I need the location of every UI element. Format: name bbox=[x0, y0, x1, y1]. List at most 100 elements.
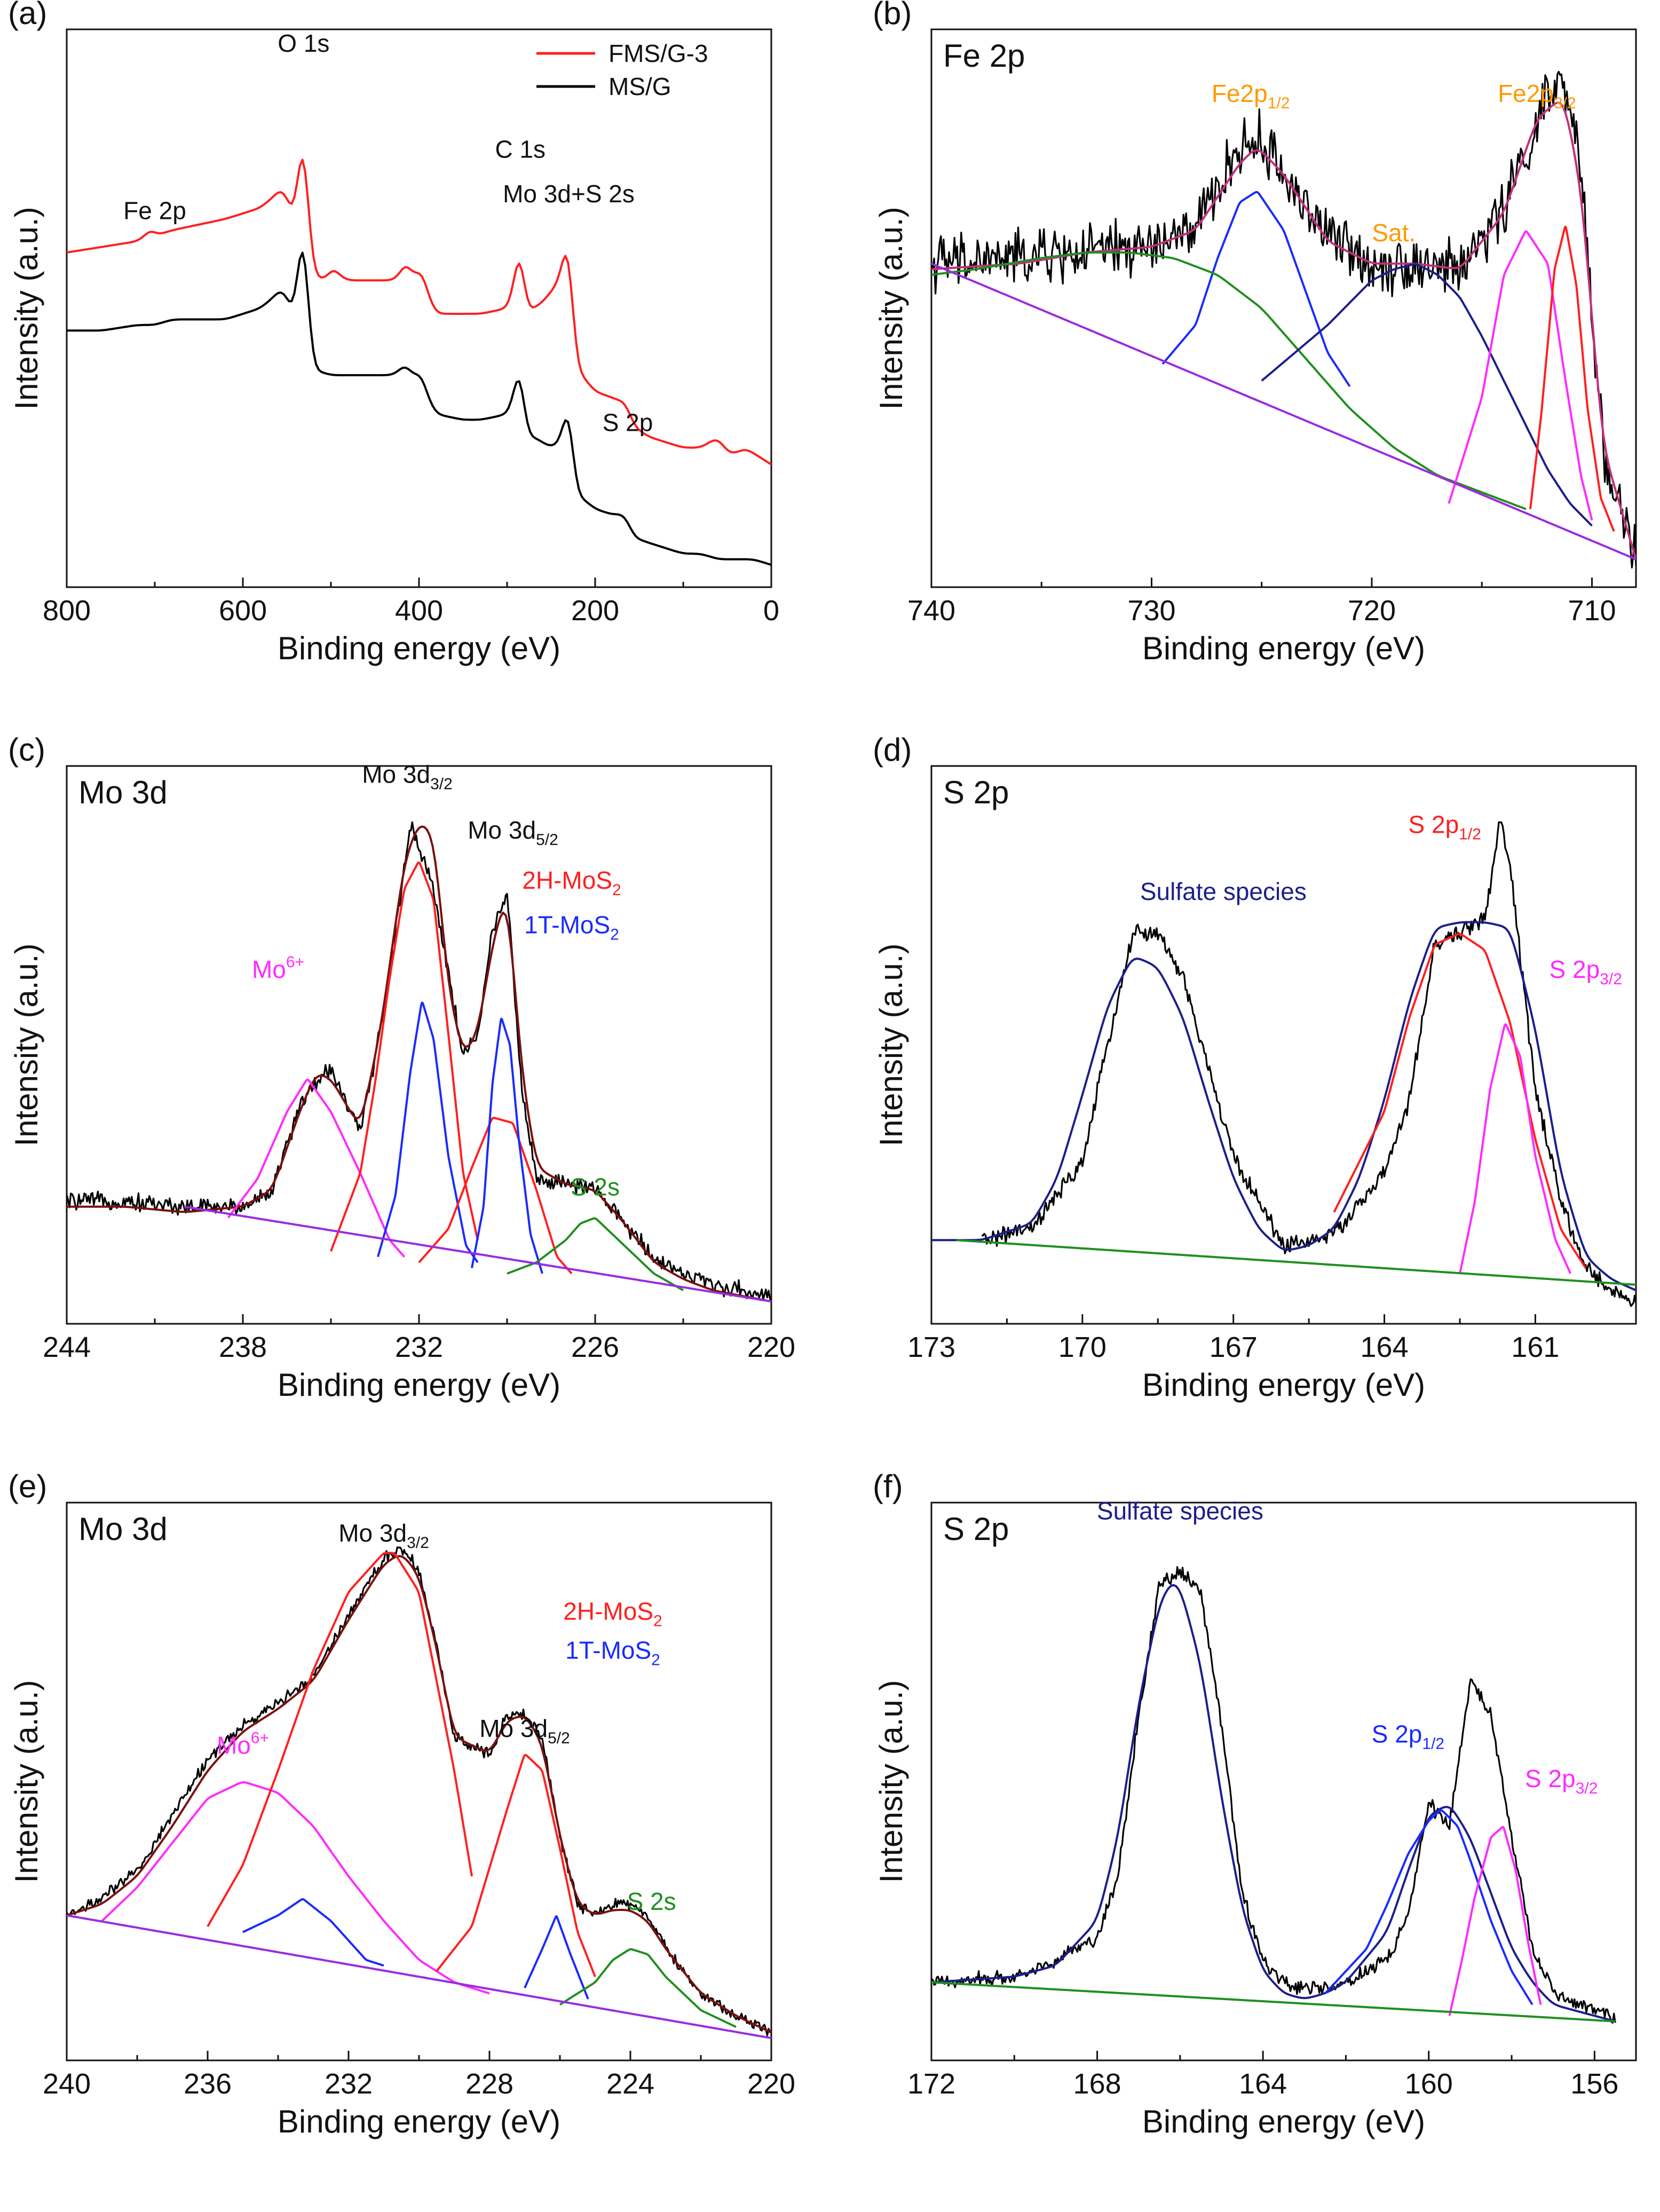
annotation-0: Sulfate species bbox=[1140, 878, 1307, 905]
series-s-2p1-2 bbox=[1324, 1809, 1533, 2005]
panel-title: S 2p bbox=[943, 1511, 1009, 1547]
annotation-2-sub: 2 bbox=[653, 1612, 662, 1630]
annotation-3-sub: 2 bbox=[610, 926, 619, 944]
panels-container: 800 600 400 200 0 Binding energy (eV) Intensit… bbox=[8, 0, 1637, 2139]
series-mo6 bbox=[227, 1078, 405, 1258]
plot-area bbox=[67, 821, 771, 1303]
annotation-3: 1T-MoS2 bbox=[565, 1637, 660, 1669]
series-s-2s bbox=[507, 1217, 684, 1292]
series-1t-mos2-3d5-2 bbox=[471, 1017, 543, 1274]
series-mo6 bbox=[101, 1781, 490, 1995]
plot-area bbox=[931, 821, 1636, 1307]
x-tick-label: 0 bbox=[763, 595, 779, 627]
series-envelope bbox=[67, 1555, 771, 2034]
x-tick-label: 220 bbox=[747, 2068, 795, 2100]
annotation-0-sub: 3/2 bbox=[407, 1534, 429, 1552]
series-s-2p3-2 bbox=[1448, 1826, 1542, 2016]
x-tick-label: 164 bbox=[1239, 2068, 1287, 2100]
annotation-1-sub: 3/2 bbox=[1554, 94, 1576, 112]
legend-entry: FMS/G-3 bbox=[608, 40, 708, 67]
y-axis-label: Intensity (a.u.) bbox=[873, 207, 909, 409]
panel-tag: (e) bbox=[8, 1468, 47, 1504]
series-2h-mos2-3d3-2 bbox=[207, 1552, 473, 1927]
x-tick-label: 730 bbox=[1127, 595, 1175, 627]
annotation-4: S 2p bbox=[603, 408, 653, 436]
series-2h-mos2-3d5-2 bbox=[418, 1117, 573, 1275]
plot-area bbox=[67, 159, 771, 566]
series-s-2p3-2 bbox=[1459, 1023, 1572, 1274]
series-sat-fe2p1-2 bbox=[931, 251, 1527, 510]
x-tick-label: 232 bbox=[395, 1331, 443, 1363]
legend-entry: MS/G bbox=[608, 73, 671, 100]
annotation-5: S 2s bbox=[571, 1173, 620, 1201]
annotation-1-sub: 1/2 bbox=[1422, 1735, 1444, 1752]
series-raw bbox=[981, 821, 1636, 1307]
x-tick-label: 240 bbox=[43, 2068, 91, 2100]
x-tick-label: 710 bbox=[1568, 595, 1616, 627]
series-raw bbox=[67, 1546, 771, 2036]
annotation-1-sub: 1/2 bbox=[1459, 825, 1481, 843]
series-background bbox=[931, 263, 1636, 560]
series-envelope bbox=[931, 101, 1636, 560]
x-axis-label: Binding energy (eV) bbox=[1142, 2104, 1425, 2139]
panel-tag: (a) bbox=[8, 0, 47, 31]
y-axis-label: Intensity (a.u.) bbox=[9, 207, 44, 409]
panel-title: Fe 2p bbox=[943, 38, 1025, 74]
y-axis-label: Intensity (a.u.) bbox=[9, 1680, 44, 1883]
series-1t-mos2-3d5-2 bbox=[524, 1915, 589, 2000]
panel-b: 740 730 720 710 Binding energy (eV) Intensity… bbox=[873, 0, 1637, 666]
annotation-0-sub: 3/2 bbox=[430, 775, 453, 793]
panel-tag: (f) bbox=[873, 1468, 903, 1504]
annotation-2: 2H-MoS2 bbox=[563, 1597, 662, 1630]
y-axis-label: Intensity (a.u.) bbox=[873, 943, 909, 1146]
x-axis-label: Binding energy (eV) bbox=[278, 2104, 560, 2139]
x-tick-label: 232 bbox=[325, 2068, 373, 2100]
annotation-1: O 1s bbox=[278, 29, 329, 57]
annotation-3: 1T-MoS2 bbox=[524, 911, 619, 944]
series-2h-mos2-3d3-2 bbox=[330, 861, 479, 1252]
annotation-1: Fe2p3/2 bbox=[1498, 80, 1576, 112]
annotation-2-sub: 3/2 bbox=[1600, 970, 1622, 988]
x-tick-label: 170 bbox=[1058, 1331, 1106, 1363]
annotation-0: Mo 3d3/2 bbox=[338, 1519, 429, 1552]
annotation-2-sub: 3/2 bbox=[1576, 1780, 1598, 1797]
series-ms-g bbox=[67, 251, 771, 566]
annotation-2: Sat. bbox=[1372, 219, 1416, 247]
y-axis-label: Intensity (a.u.) bbox=[873, 1680, 909, 1883]
panel-tag: (d) bbox=[873, 732, 912, 768]
x-tick-label: 600 bbox=[219, 595, 267, 627]
panel-c: 244 238 232 226 220 Binding energy (eV) Intens… bbox=[8, 732, 795, 1403]
series-s-2p1-2 bbox=[1333, 933, 1587, 1269]
x-tick-label: 164 bbox=[1361, 1331, 1409, 1363]
x-tick-label: 238 bbox=[219, 1331, 267, 1363]
plot-frame bbox=[930, 765, 1637, 1325]
x-tick-label: 400 bbox=[395, 595, 443, 627]
x-tick-label: 228 bbox=[465, 2068, 513, 2100]
annotation-1-sub: 5/2 bbox=[548, 1729, 570, 1747]
x-tick-label: 226 bbox=[571, 1331, 619, 1363]
plot-frame bbox=[930, 28, 1637, 588]
x-axis-label: Binding energy (eV) bbox=[1142, 1367, 1425, 1403]
series-2h-mos2-3d5-2 bbox=[436, 1753, 596, 1978]
annotation-3: Mo 3d+S 2s bbox=[503, 180, 635, 208]
panel-title: S 2p bbox=[943, 775, 1009, 810]
panel-title: Mo 3d bbox=[78, 1511, 168, 1547]
x-tick-label: 172 bbox=[907, 2068, 955, 2100]
series-1t-mos2-3d3-2 bbox=[242, 1898, 384, 1967]
x-tick-label: 160 bbox=[1405, 2068, 1453, 2100]
annotation-0-sub: 1/2 bbox=[1268, 94, 1290, 112]
panel-tag: (b) bbox=[873, 0, 912, 31]
series-fe2p1-2 bbox=[1161, 191, 1351, 387]
annotation-0: Sulfate species bbox=[1097, 1497, 1263, 1524]
x-tick-label: 168 bbox=[1073, 2068, 1121, 2100]
annotation-0: Fe2p1/2 bbox=[1212, 80, 1290, 112]
series-sulfate-fit bbox=[931, 1584, 1616, 2023]
x-tick-label: 800 bbox=[43, 595, 91, 627]
x-tick-label: 220 bbox=[747, 1331, 795, 1363]
annotation-4-sup: 6+ bbox=[286, 953, 304, 971]
x-tick-label: 161 bbox=[1511, 1331, 1559, 1363]
series-background bbox=[931, 1981, 1616, 2023]
panel-a: 800 600 400 200 0 Binding energy (eV) Intensit… bbox=[8, 0, 779, 666]
x-axis-label: Binding energy (eV) bbox=[1142, 630, 1425, 666]
